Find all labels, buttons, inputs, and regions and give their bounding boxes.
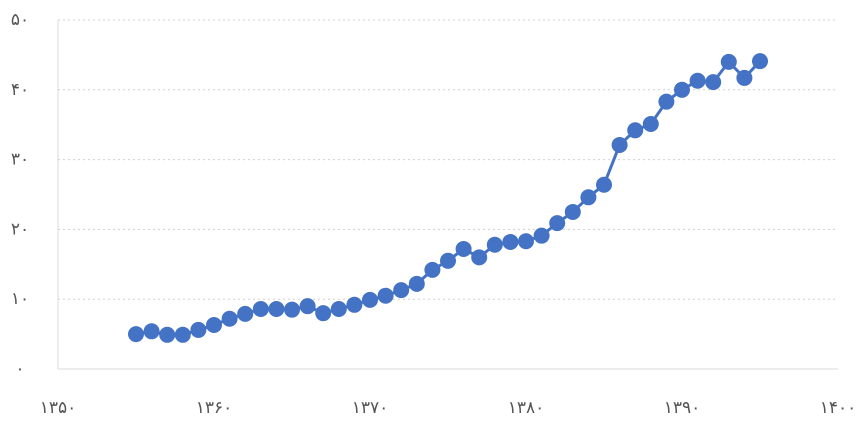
- marker: [222, 311, 238, 327]
- marker: [596, 177, 612, 193]
- marker: [534, 228, 550, 244]
- x-tick-label: ۱۳۷۰: [352, 398, 389, 418]
- marker: [502, 234, 518, 250]
- marker: [159, 327, 175, 343]
- marker: [300, 298, 316, 314]
- marker: [518, 233, 534, 249]
- marker: [658, 94, 674, 110]
- y-tick-label: ۵۰: [11, 10, 29, 30]
- marker: [190, 322, 206, 338]
- marker: [253, 301, 269, 317]
- marker: [456, 241, 472, 257]
- marker: [409, 276, 425, 292]
- marker: [690, 73, 706, 89]
- x-tick-label: ۱۳۵۰: [40, 398, 77, 418]
- x-tick-label: ۱۳۸۰: [508, 398, 545, 418]
- marker: [331, 301, 347, 317]
- marker: [565, 204, 581, 220]
- x-tick-label: ۱۳۹۰: [664, 398, 701, 418]
- marker: [128, 326, 144, 342]
- y-tick-label: ۱۰: [11, 289, 29, 309]
- marker: [346, 297, 362, 313]
- marker: [674, 82, 690, 98]
- marker: [612, 137, 628, 153]
- marker: [378, 288, 394, 304]
- marker: [144, 323, 160, 339]
- marker: [393, 282, 409, 298]
- marker: [315, 305, 331, 321]
- marker: [237, 306, 253, 322]
- y-tick-label: ۰: [15, 359, 24, 379]
- y-tick-label: ۴۰: [11, 80, 29, 100]
- y-tick-label: ۲۰: [11, 219, 29, 239]
- marker: [471, 249, 487, 265]
- marker: [549, 215, 565, 231]
- marker: [440, 253, 456, 269]
- marker: [580, 189, 596, 205]
- chart: ۰ ۱۰ ۲۰ ۳۰ ۴۰ ۵۰ ۱۳۵۰ ۱۳۶۰ ۱۳۷۰ ۱۳۸۰ ۱۳۹۰ ۱۴۰۰: [0, 0, 861, 421]
- marker: [721, 54, 737, 70]
- marker: [268, 301, 284, 317]
- marker: [362, 292, 378, 308]
- marker: [752, 53, 768, 69]
- marker: [736, 70, 752, 86]
- marker: [284, 302, 300, 318]
- marker: [206, 317, 222, 333]
- y-tick-label: ۳۰: [11, 150, 29, 170]
- marker: [627, 122, 643, 138]
- x-tick-label: ۱۳۶۰: [196, 398, 233, 418]
- marker: [643, 116, 659, 132]
- marker: [175, 327, 191, 343]
- marker: [424, 262, 440, 278]
- marker: [705, 74, 721, 90]
- marker: [487, 237, 503, 253]
- x-tick-label: ۱۴۰۰: [820, 398, 857, 418]
